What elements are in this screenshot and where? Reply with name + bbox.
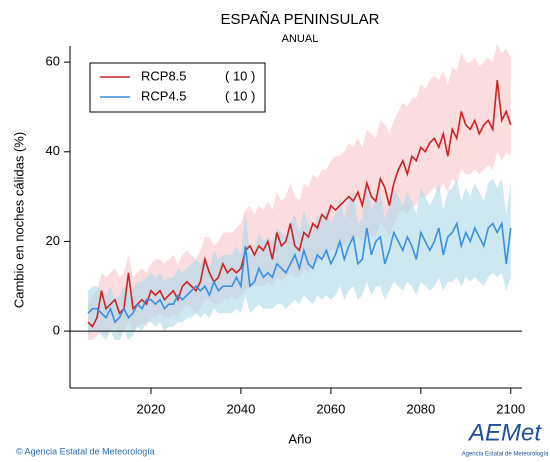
- x-tick-label: 2080: [406, 401, 435, 416]
- logo: AEMet: [467, 419, 542, 446]
- legend-note: ( 10 ): [225, 68, 255, 83]
- legend-label: RCP8.5: [141, 68, 187, 83]
- y-axis-label: Cambio en noches cálidas (%): [11, 132, 26, 308]
- legend-box: [89, 62, 266, 113]
- y-tick-label: 60: [46, 54, 60, 69]
- x-axis-label: Año: [288, 431, 311, 446]
- logo-caption: Agencia Estatal de Meteorología: [462, 452, 549, 458]
- series-line: [87, 79, 512, 328]
- range-band: [87, 178, 511, 341]
- chart-title: ESPAÑA PENINSULAR: [221, 11, 380, 28]
- legend-note: ( 10 ): [225, 88, 255, 103]
- x-tick-label: 2100: [496, 401, 525, 416]
- legend-label: RCP4.5: [141, 88, 187, 103]
- series-line: [87, 220, 512, 324]
- x-tick-label: 2020: [136, 401, 165, 416]
- y-tick-label: 0: [53, 323, 60, 338]
- chart-subtitle: ANUAL: [282, 33, 319, 45]
- x-tick-label: 2040: [226, 401, 255, 416]
- y-tick-label: 40: [46, 143, 60, 158]
- x-tick-label: 2060: [316, 401, 345, 416]
- y-tick-label: 20: [46, 233, 60, 248]
- credit: © Agencia Estatal de Meteorología: [16, 446, 155, 456]
